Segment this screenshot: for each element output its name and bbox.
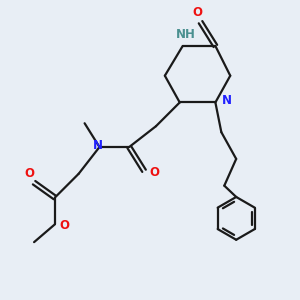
Text: N: N bbox=[222, 94, 232, 107]
Text: O: O bbox=[25, 167, 34, 180]
Text: NH: NH bbox=[176, 28, 196, 40]
Text: N: N bbox=[93, 139, 103, 152]
Text: O: O bbox=[59, 219, 69, 232]
Text: O: O bbox=[192, 6, 202, 19]
Text: O: O bbox=[149, 166, 159, 179]
